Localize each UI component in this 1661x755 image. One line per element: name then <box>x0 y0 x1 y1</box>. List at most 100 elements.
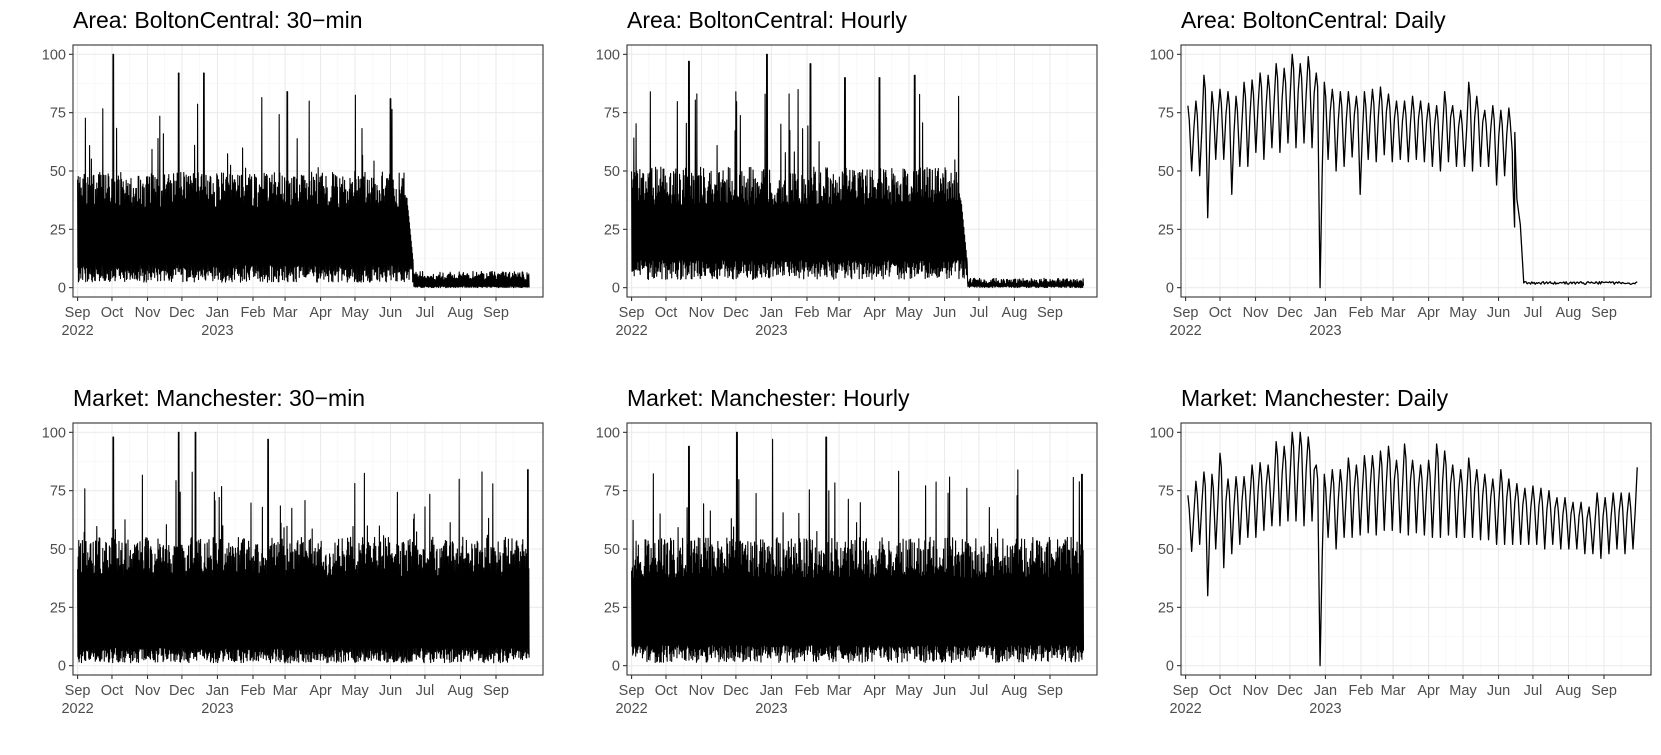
x-tick-label-line: Jan <box>1314 683 1337 699</box>
y-tick-label: 75 <box>50 106 66 122</box>
x-tick-label-line: Jun <box>1487 683 1510 699</box>
x-tick-label: Jan 2023 <box>201 683 233 717</box>
y-tick-label: 100 <box>1150 425 1174 441</box>
x-tick-label-line: Feb <box>1348 305 1373 321</box>
x-tick-label-line: Sep <box>65 683 91 699</box>
x-tick-label: Jun <box>379 305 402 321</box>
x-tick-label: Sep 2022 <box>61 683 93 717</box>
x-tick-label-line: Nov <box>135 683 162 699</box>
x-tick-label: Dec <box>1277 683 1303 699</box>
y-tick-label: 0 <box>612 659 620 675</box>
y-tick-label: 25 <box>50 600 66 616</box>
x-tick-label-line: Apr <box>1417 305 1440 321</box>
x-tick-label-line: Jul <box>970 683 989 699</box>
x-tick-label-line: Dec <box>1277 683 1303 699</box>
x-tick-label-line: Jan <box>206 683 229 699</box>
x-tick-label-line: Aug <box>1556 683 1582 699</box>
x-tick-label-line: Feb <box>240 683 265 699</box>
x-tick-label: Oct <box>1209 305 1232 321</box>
x-tick-label-line: Sep <box>483 305 509 321</box>
x-tick-label-line: Oct <box>655 683 678 699</box>
x-tick-label: Mar <box>273 683 298 699</box>
x-tick-label: Feb <box>1348 683 1373 699</box>
x-tick-label: Dec <box>169 305 195 321</box>
y-tick-label: 50 <box>604 164 620 180</box>
x-tick-label-line: Sep <box>619 683 645 699</box>
x-tick-label: May <box>1449 305 1477 321</box>
x-tick-label-line: 2023 <box>755 701 787 717</box>
y-tick-label: 25 <box>1158 600 1174 616</box>
x-tick-label: Nov <box>1243 305 1270 321</box>
x-tick-label-line: Aug <box>1002 305 1028 321</box>
y-tick-label: 75 <box>1158 106 1174 122</box>
x-tick-label-line: Jul <box>416 305 435 321</box>
x-tick-label: Dec <box>723 305 749 321</box>
x-tick-label: Jul <box>1524 305 1543 321</box>
x-tick-label-line: Jul <box>1524 305 1543 321</box>
y-tick-label: 50 <box>604 542 620 558</box>
x-tick-label: Jun <box>1487 305 1510 321</box>
y-tick-label: 100 <box>1150 47 1174 63</box>
x-tick-label-line: Apr <box>309 683 332 699</box>
y-tick-label: 0 <box>1166 659 1174 675</box>
x-tick-label-line: Apr <box>863 683 886 699</box>
x-tick-label-line: May <box>341 305 369 321</box>
x-tick-label-line: 2023 <box>201 701 233 717</box>
series-line <box>77 53 530 289</box>
y-tick-label: 25 <box>604 600 620 616</box>
x-tick-label-line: Jul <box>970 305 989 321</box>
x-tick-label-line: May <box>895 305 923 321</box>
x-tick-label: Aug <box>1002 683 1028 699</box>
y-tick-label: 50 <box>1158 542 1174 558</box>
x-tick-label: Sep <box>1037 305 1063 321</box>
chart-panel: Market: Manchester: Daily 0 25 50 75 100 Sep 20… <box>1150 385 1652 717</box>
x-tick-label-line: Jan <box>760 683 783 699</box>
x-tick-label-line: Mar <box>1381 305 1406 321</box>
x-tick-label: Oct <box>1209 683 1232 699</box>
y-tick-label: 100 <box>596 47 620 63</box>
x-tick-label-line: Feb <box>1348 683 1373 699</box>
x-tick-label: Feb <box>794 305 819 321</box>
x-tick-label-line: Oct <box>1209 305 1232 321</box>
panels: Area: BoltonCentral: 30−min 0 25 50 75 100 Sep… <box>42 7 1652 717</box>
x-tick-label: Apr <box>863 305 886 321</box>
x-tick-label: Sep 2022 <box>1169 683 1201 717</box>
x-tick-label: Dec <box>1277 305 1303 321</box>
x-tick-label: Apr <box>1417 683 1440 699</box>
x-tick-label-line: Sep <box>619 305 645 321</box>
x-tick-label: Mar <box>1381 305 1406 321</box>
x-tick-label-line: 2023 <box>1309 701 1341 717</box>
x-tick-label: Nov <box>689 683 716 699</box>
x-tick-label: Apr <box>863 683 886 699</box>
x-tick-label-line: 2022 <box>1169 701 1201 717</box>
y-tick-label: 100 <box>42 425 66 441</box>
x-tick-label: Jan 2023 <box>755 305 787 339</box>
x-tick-label-line: Mar <box>273 305 298 321</box>
x-tick-label: Jun <box>379 683 402 699</box>
x-tick-label-line: Jan <box>760 305 783 321</box>
series-line <box>631 53 1085 289</box>
x-tick-label-line: Dec <box>169 305 195 321</box>
gridlines <box>1181 45 1651 297</box>
x-tick-label-line: Nov <box>1243 683 1270 699</box>
x-tick-label: Aug <box>1556 683 1582 699</box>
x-tick-label: Aug <box>1002 305 1028 321</box>
x-tick-label: May <box>895 683 923 699</box>
x-tick-label-line: Nov <box>689 683 716 699</box>
x-tick-label-line: Sep <box>1173 683 1199 699</box>
y-tick-label: 100 <box>42 47 66 63</box>
y-tick-label: 75 <box>604 106 620 122</box>
x-tick-label: Sep 2022 <box>615 305 647 339</box>
x-tick-label: Jan 2023 <box>1309 683 1341 717</box>
x-tick-label: Jan 2023 <box>755 683 787 717</box>
x-tick-label-line: 2022 <box>615 701 647 717</box>
x-tick-label: Feb <box>240 305 265 321</box>
x-tick-label: Apr <box>309 683 332 699</box>
x-tick-label-line: Oct <box>101 683 124 699</box>
x-tick-label: Feb <box>1348 305 1373 321</box>
x-tick-label-line: Sep <box>1591 305 1617 321</box>
x-tick-label: Oct <box>655 305 678 321</box>
x-tick-label-line: Jun <box>933 305 956 321</box>
x-tick-label-line: 2022 <box>615 323 647 339</box>
series-line <box>1187 53 1638 289</box>
